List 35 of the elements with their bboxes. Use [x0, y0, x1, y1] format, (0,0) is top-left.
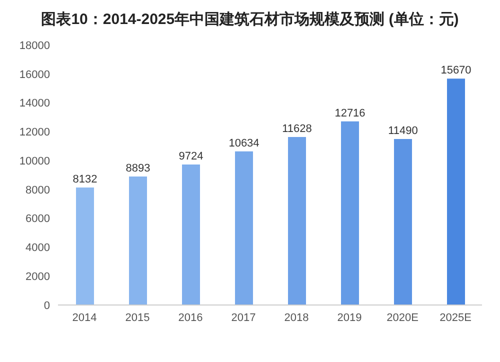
data-label: 11490: [388, 125, 418, 138]
x-tick-label: 2016: [178, 312, 203, 324]
y-tick-label: 8000: [26, 184, 50, 196]
data-label: 9724: [178, 150, 204, 163]
bar: [76, 188, 94, 305]
x-tick-label: 2020E: [386, 312, 418, 324]
data-label: 8893: [126, 162, 150, 175]
bar: [182, 164, 200, 305]
x-tick-label: 2025E: [440, 312, 472, 324]
y-tick-label: 10000: [19, 155, 50, 168]
y-tick-label: 6000: [26, 213, 50, 226]
data-label: 15670: [440, 64, 472, 77]
bar: [341, 121, 359, 305]
y-tick-label: 2000: [26, 271, 50, 284]
y-tick-label: 0: [44, 300, 50, 312]
x-tick-label: 2018: [284, 312, 309, 324]
y-tick-label: 18000: [19, 40, 50, 52]
bar: [394, 139, 412, 305]
data-label: 8132: [72, 174, 98, 186]
bar: [235, 151, 253, 305]
y-tick-label: 4000: [26, 242, 50, 254]
bar: [129, 176, 147, 305]
data-label: 11628: [282, 123, 312, 136]
x-tick-label: 2014: [72, 312, 97, 324]
bar: [288, 137, 306, 305]
bar: [447, 78, 465, 305]
y-tick-label: 16000: [19, 68, 50, 81]
y-tick-label: 14000: [19, 98, 50, 110]
data-label: 12716: [334, 107, 366, 120]
chart-title: 图表10：2014-2025年中国建筑石材市场规模及预测 (单位：元): [40, 10, 460, 29]
y-tick-label: 12000: [19, 126, 50, 139]
x-tick-label: 2017: [231, 312, 256, 324]
data-label: 10634: [228, 137, 260, 150]
x-tick-label: 2015: [125, 312, 150, 324]
x-tick-label: 2019: [337, 312, 362, 324]
